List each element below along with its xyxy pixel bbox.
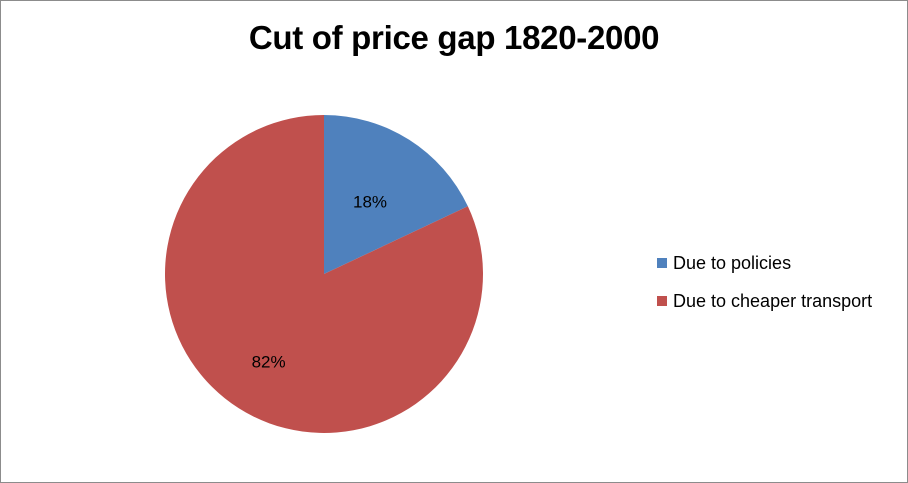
legend-item-transport: Due to cheaper transport <box>657 282 872 320</box>
chart-legend: Due to policies Due to cheaper transport <box>657 244 872 320</box>
legend-label-policies: Due to policies <box>673 252 792 273</box>
legend-label-transport: Due to cheaper transport <box>673 290 873 311</box>
pie-slice-transport <box>164 115 483 434</box>
legend-item-policies: Due to policies <box>657 244 872 282</box>
pie-label-transport: 82% <box>252 352 286 371</box>
chart-title: Cut of price gap 1820-2000 <box>248 19 660 56</box>
legend-swatch-transport <box>657 296 667 306</box>
pie-slice-policies <box>324 115 468 274</box>
legend-swatch-policies <box>657 258 667 268</box>
pie-label-policies: 18% <box>353 193 387 212</box>
